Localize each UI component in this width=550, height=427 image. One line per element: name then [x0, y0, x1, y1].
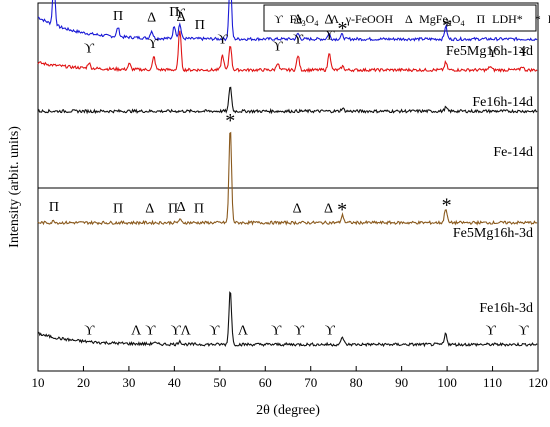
phase-marker-4-0: ϒ — [84, 324, 95, 339]
series-label-4: Fe16h-3d — [479, 301, 533, 316]
legend-symbol-3: Π — [476, 12, 485, 26]
phase-marker-3-4: Δ — [177, 200, 186, 215]
x-tick-label-4: 50 — [213, 375, 226, 390]
phase-marker-0-1: Π — [113, 9, 123, 24]
phase-marker-0-9: * — [338, 18, 348, 40]
legend-symbol-0: ϒ — [274, 12, 283, 26]
x-axis-ticks: 10 20 30 40 50 60 70 80 90 100 110 120 — [32, 366, 548, 390]
phase-marker-1-3: ϒ — [217, 32, 228, 47]
legend-sub2-2: 4 — [460, 19, 464, 28]
phase-marker-3-1: Π — [113, 202, 123, 217]
x-axis-label: 2θ (degree) — [256, 403, 320, 418]
phase-marker-1-7: ϒ — [487, 46, 498, 61]
series-label-layer: Fe5Mg16h-14d Fe16h-14d Fe-14d Fe5Mg16h-3d Fe… — [446, 44, 533, 316]
series-label-1: Fe16h-14d — [472, 95, 533, 110]
x-tick-label-7: 80 — [350, 375, 363, 390]
phase-marker-1-0: ϒ — [84, 41, 95, 56]
x-tick-label-5: 60 — [259, 375, 272, 390]
phase-marker-3-3: Π — [168, 202, 178, 217]
phase-marker-4-10: ϒ — [486, 324, 497, 339]
series-layer — [37, 0, 538, 348]
phase-marker-0-7: Δ — [293, 13, 302, 28]
legend-label-0: Fe — [290, 12, 302, 26]
legend-label-3: LDH* — [492, 12, 523, 26]
phase-marker-3-2: Δ — [145, 202, 154, 217]
phase-marker-4-4: Λ — [181, 324, 192, 339]
legend-symbol-1: Λ — [330, 12, 339, 26]
marker-layer: ΠΠΔΠΔΠ*ΔΔ**ϒϒϒϒϒϒϒϒϒΠΠΔΠΔΠ*ΔΔ**ϒΛϒϒΛϒΛϒϒ… — [49, 5, 530, 339]
series-label-3: Fe5Mg16h-3d — [453, 226, 533, 241]
legend-box — [263, 4, 537, 32]
phase-marker-4-6: Λ — [238, 324, 249, 339]
x-tick-label-3: 40 — [168, 375, 181, 390]
x-tick-label-0: 10 — [32, 375, 45, 390]
phase-marker-3-5: Π — [194, 202, 204, 217]
x-tick-label-9: 100 — [437, 375, 457, 390]
phase-marker-4-3: ϒ — [171, 323, 182, 338]
series-line-3 — [37, 131, 538, 226]
phase-marker-4-9: ϒ — [325, 324, 336, 339]
phase-marker-3-7: Δ — [293, 202, 302, 217]
phase-marker-3-9: * — [337, 199, 347, 221]
y-axis-label: Intensity (arbit. units) — [7, 126, 22, 248]
phase-marker-1-6: ϒ — [324, 29, 335, 44]
phase-marker-4-2: ϒ — [145, 323, 156, 338]
plot-frame — [37, 2, 539, 372]
legend: ϒ Fe3O4 Λ γ-FeOOH Δ MgFe2O4 Π LDH* * Fe — [263, 4, 550, 32]
phase-marker-3-0: Π — [49, 200, 59, 215]
phase-marker-4-5: ϒ — [209, 324, 220, 339]
legend-label2-0: O — [306, 12, 315, 26]
x-tick-label-10: 110 — [483, 375, 502, 390]
phase-marker-3-10: * — [442, 194, 452, 216]
phase-marker-4-1: Λ — [131, 324, 142, 339]
legend-sub-2: 2 — [448, 19, 452, 28]
x-tick-label-8: 90 — [395, 375, 408, 390]
series-line-2 — [37, 86, 538, 115]
series-line-0 — [37, 0, 538, 42]
series-line-4 — [38, 291, 538, 348]
phase-marker-3-8: Δ — [324, 202, 333, 217]
phase-marker-1-1: ϒ — [148, 37, 159, 52]
phase-marker-4-7: ϒ — [271, 324, 282, 339]
legend-sub2-0: 4 — [314, 19, 318, 28]
legend-sub-0: 3 — [302, 19, 306, 28]
phase-marker-0-4: Δ — [177, 10, 186, 25]
x-tick-label-6: 70 — [304, 375, 317, 390]
phase-marker-0-5: Π — [195, 18, 205, 33]
phase-marker-3-6: * — [225, 110, 235, 132]
phase-marker-1-8: ϒ — [518, 45, 529, 60]
legend-label2-2: O — [452, 12, 461, 26]
series-label-0: Fe5Mg16h-14d — [446, 44, 533, 59]
series-label-2: Fe-14d — [493, 145, 533, 160]
phase-marker-0-3: Π — [169, 5, 179, 20]
x-tick-label-1: 20 — [77, 375, 90, 390]
phase-marker-1-2: ϒ — [175, 6, 186, 21]
series-line-1 — [37, 30, 538, 73]
legend-label-2: MgFe — [419, 12, 448, 26]
phase-marker-4-8: ϒ — [294, 324, 305, 339]
legend-label-1: γ-FeOOH — [345, 12, 394, 26]
x-tick-label-11: 120 — [528, 375, 548, 390]
x-tick-label-2: 30 — [122, 375, 135, 390]
legend-text: ϒ Fe3O4 Λ γ-FeOOH Δ MgFe2O4 Π LDH* * Fe — [274, 12, 550, 29]
phase-marker-0-2: Δ — [147, 11, 156, 26]
phase-marker-4-11: ϒ — [518, 324, 529, 339]
phase-marker-1-5: ϒ — [293, 32, 304, 47]
phase-marker-0-10: * — [442, 15, 452, 37]
legend-symbol-2: Δ — [405, 12, 413, 26]
legend-label-4: Fe — [548, 12, 550, 26]
phase-marker-1-4: ϒ — [272, 40, 283, 55]
legend-symbol-4: * — [535, 12, 541, 26]
phase-marker-0-8: Δ — [324, 13, 333, 28]
